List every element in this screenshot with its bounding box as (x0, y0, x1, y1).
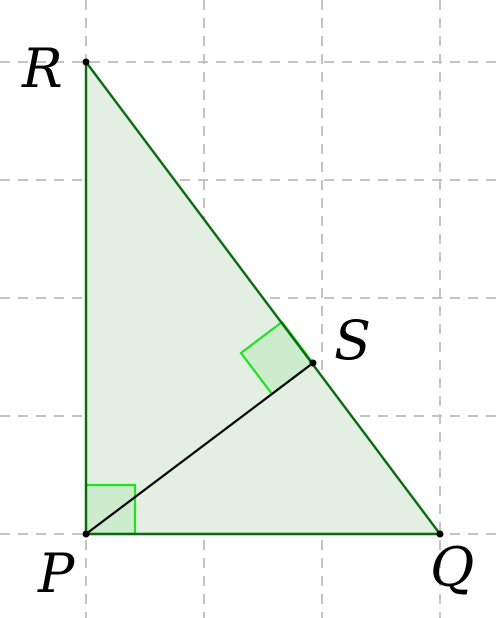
vertex-label-q: Q (430, 536, 474, 599)
segment-ps (85, 362, 314, 535)
vertex-p-point (82, 530, 90, 538)
vertex-s-point (309, 359, 317, 367)
vertex-r-point (82, 58, 90, 66)
vertex-label-r: R (21, 37, 63, 100)
segment-rq (85, 61, 441, 535)
vertex-label-p: P (37, 542, 76, 605)
vertex-label-s: S (334, 309, 371, 372)
vertex-q-point (436, 530, 444, 538)
right-angle-marker-p (84, 483, 137, 536)
